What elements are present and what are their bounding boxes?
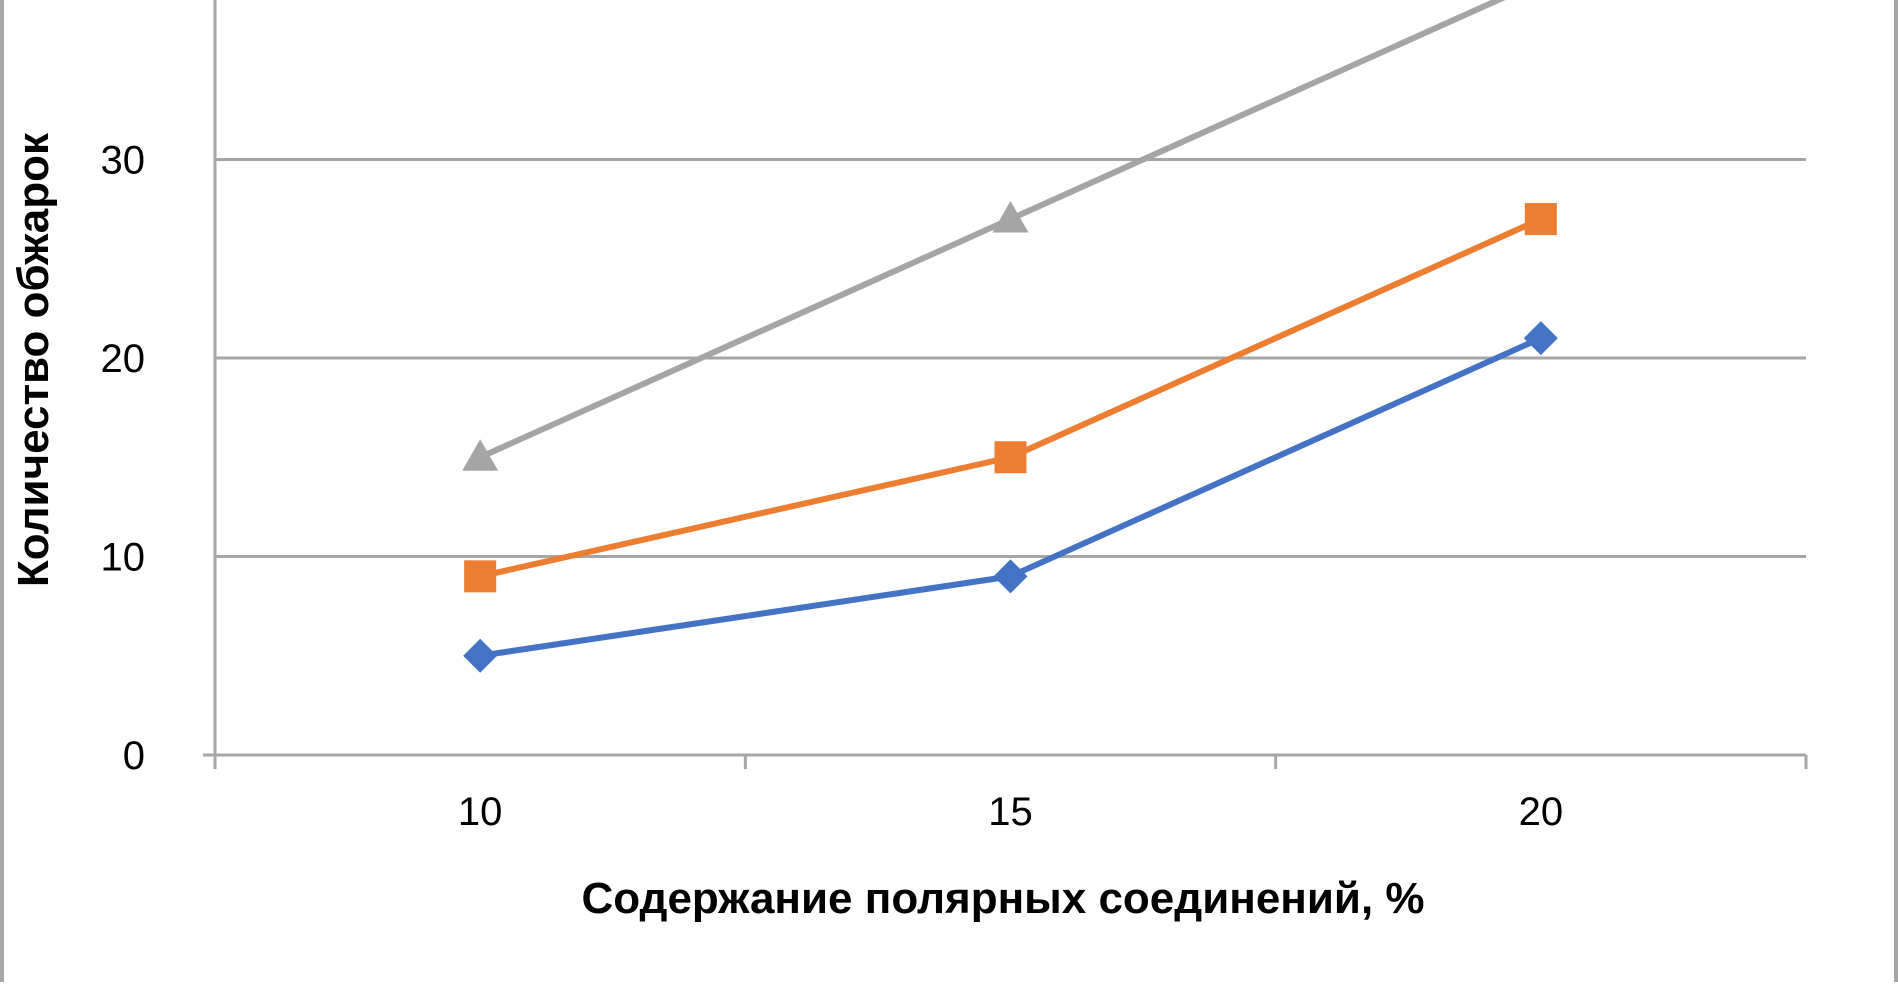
series-1-diamond-marker [1523, 321, 1558, 356]
x-axis-title: Содержание полярных соединений, % [581, 874, 1424, 923]
chart-frame-right-border [1894, 0, 1898, 982]
y-tick-label: 20 [101, 337, 146, 381]
series-2-square-marker [1524, 203, 1557, 236]
series-3-triangle-marker [992, 201, 1029, 233]
series-3-triangle-marker [462, 439, 499, 471]
y-tick-label: 0 [123, 734, 145, 778]
series-2-square-marker [464, 560, 497, 593]
chart-frame-left-border [0, 0, 4, 982]
series-2-square-marker [994, 441, 1027, 474]
x-tick-label: 15 [988, 790, 1033, 834]
x-tick-label: 20 [1519, 790, 1564, 834]
series-1-diamond-marker [993, 559, 1028, 594]
x-tick-label: 10 [458, 790, 503, 834]
y-tick-label: 30 [101, 139, 146, 183]
series-2-line [479, 216, 1543, 580]
series-1-diamond-marker [463, 638, 498, 673]
y-axis-title: Количество обжарок [9, 132, 58, 587]
y-tick-label: 10 [101, 536, 146, 580]
